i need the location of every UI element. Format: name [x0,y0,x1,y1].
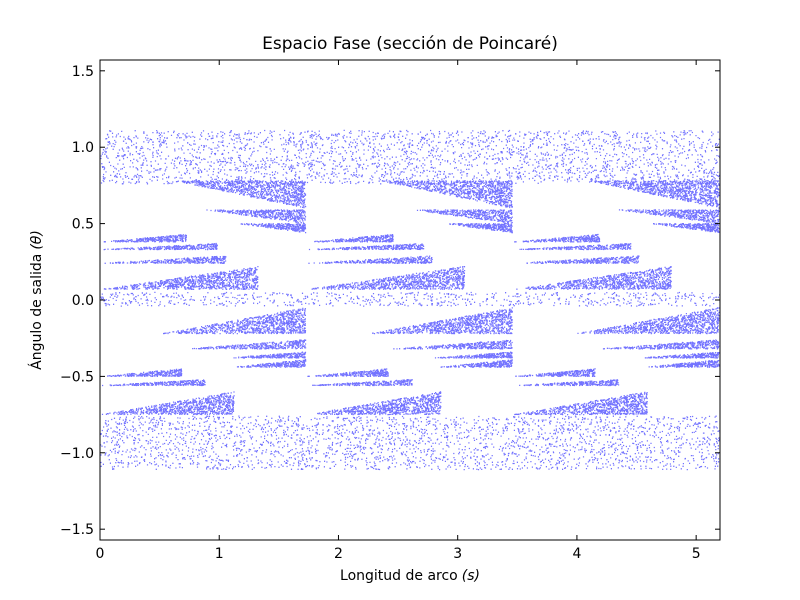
y-tick-label: −0.5 [60,369,94,385]
y-tick-label: 0.0 [72,293,94,309]
y-tick-label: −1.5 [60,522,94,538]
scatter-series-points [100,129,720,471]
x-axis-label: Longitud de arco (s) [340,568,480,584]
y-axis-label-text: Ángulo de salida [28,254,45,370]
x-tick-label: 5 [692,546,701,562]
x-tick-label: 2 [334,546,343,562]
x-tick-label: 0 [96,546,105,562]
scatter-points-layer [100,129,720,471]
y-axis-label-symbol: (θ) [29,230,45,250]
y-axis-ticks: −1.5 −1.0 −0.5 0.0 0.5 1.0 1.5 [60,64,720,538]
chart-title: Espacio Fase (sección de Poincaré) [262,34,558,54]
x-tick-label: 4 [572,546,581,562]
y-tick-label: 1.0 [72,140,94,156]
x-tick-label: 3 [453,546,462,562]
y-tick-label: 0.5 [72,217,94,233]
x-axis-label-symbol: (s) [462,568,480,584]
y-tick-label: −1.0 [60,446,94,462]
x-axis-label-text: Longitud de arco [340,568,458,584]
x-axis-ticks: 0 1 2 3 4 5 [96,60,701,562]
x-tick-label: 1 [215,546,224,562]
y-axis-label: Ángulo de salida (θ) [28,230,45,370]
y-tick-label: 1.5 [72,64,94,80]
